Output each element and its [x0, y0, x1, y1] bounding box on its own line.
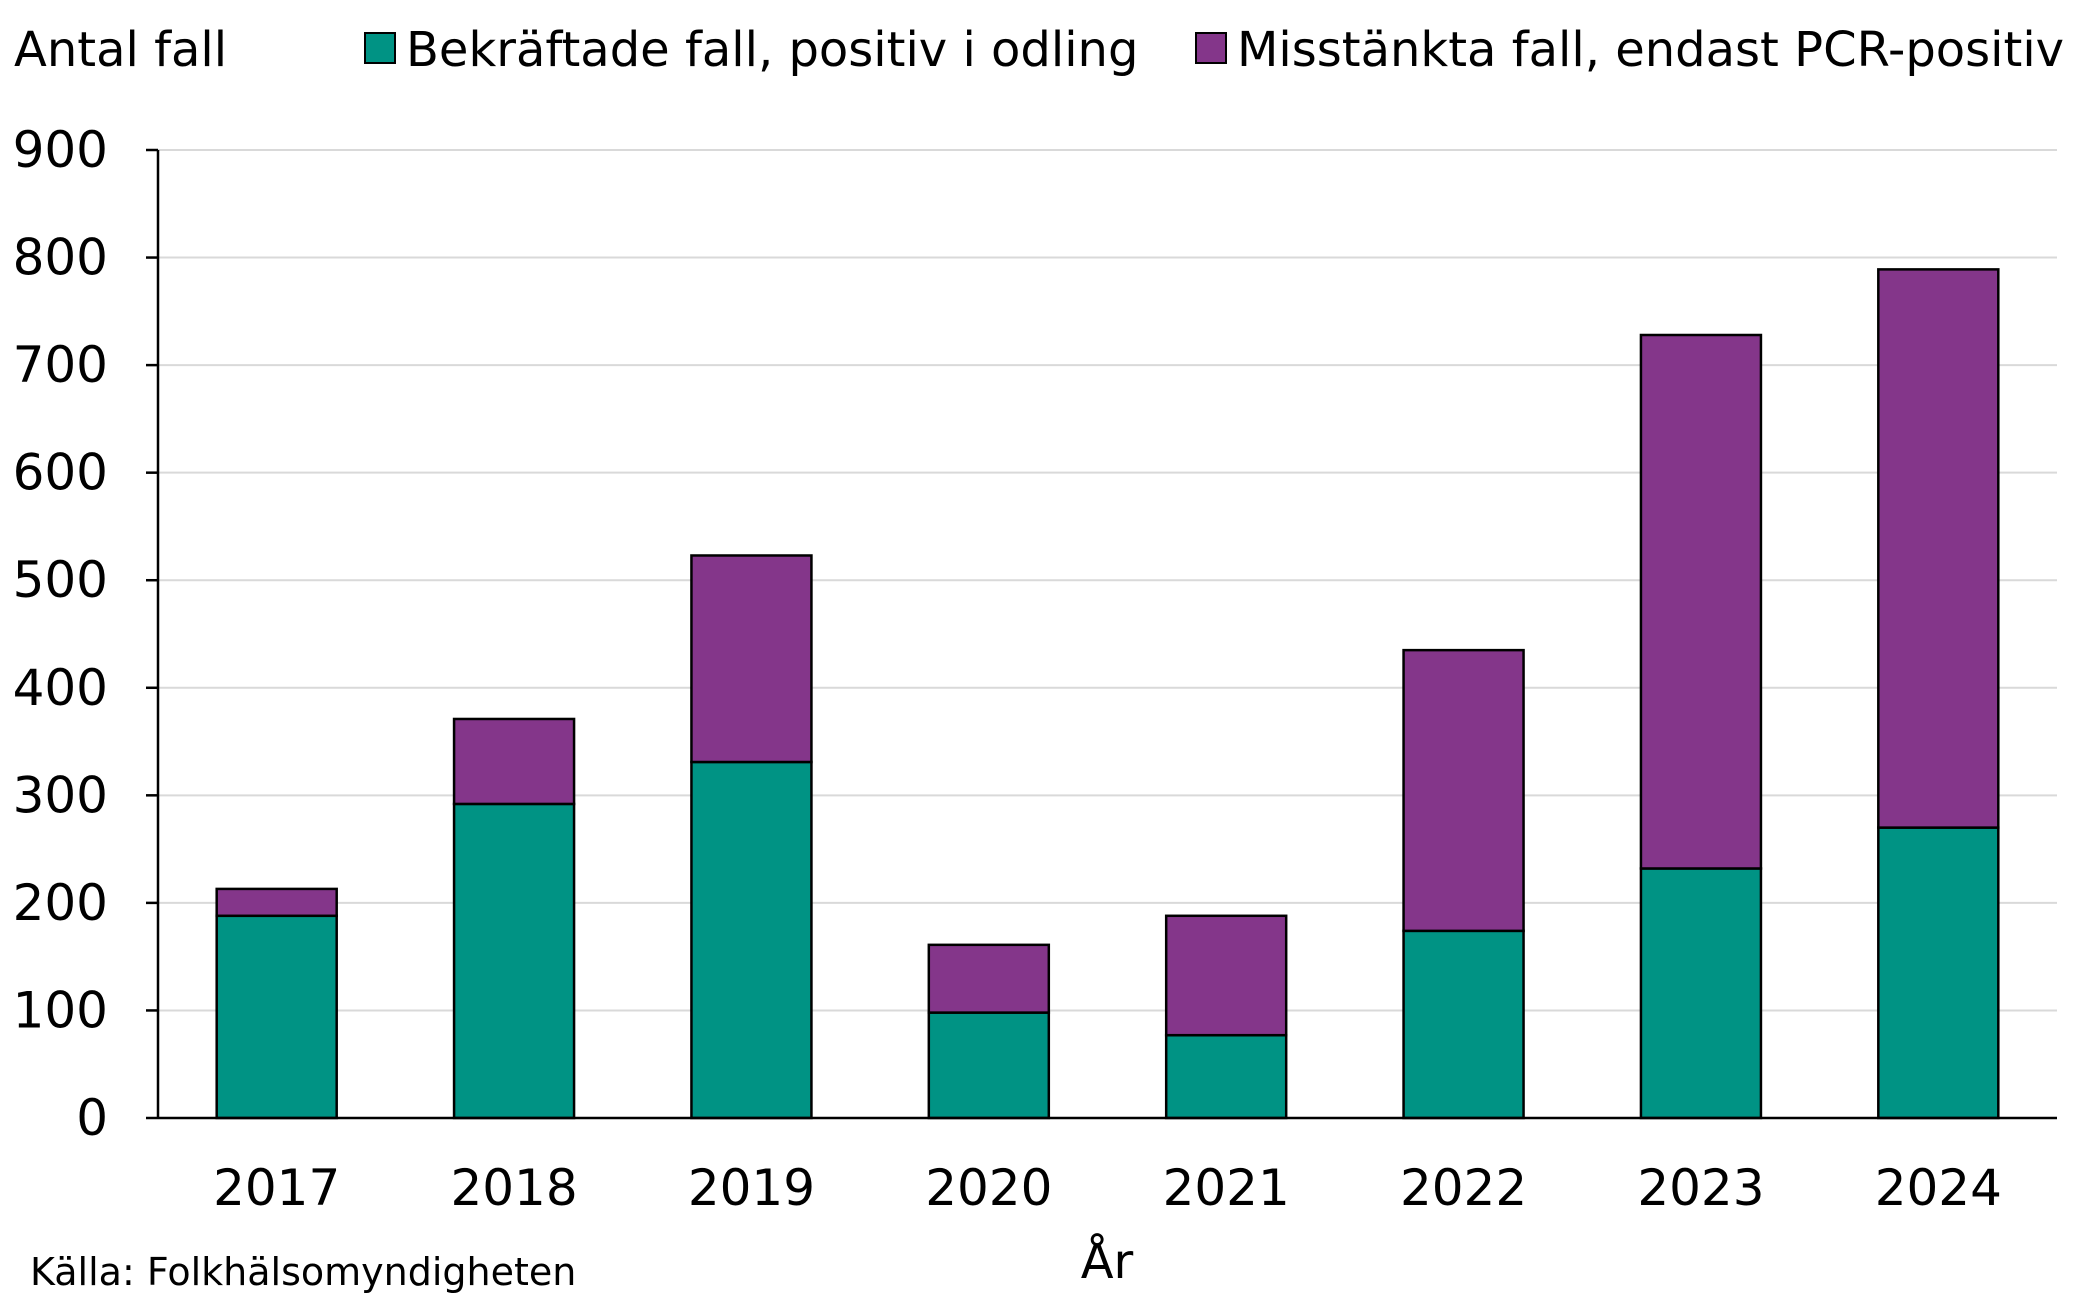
x-tick-label: 2018: [450, 1159, 577, 1217]
legend-label-confirmed: Bekräftade fall, positiv i odling: [406, 22, 1138, 78]
x-tick-label: 2021: [1163, 1159, 1290, 1217]
bar-confirmed-2020: [927, 1011, 1051, 1120]
x-tick-label: 2023: [1637, 1159, 1764, 1217]
bar-confirmed-2024: [1877, 826, 2000, 1120]
x-tick-label: 2024: [1875, 1159, 2002, 1217]
y-tick-label: 100: [13, 981, 108, 1039]
gridlines: [158, 149, 2057, 1012]
y-tick-label: 800: [13, 229, 108, 287]
y-tick-label: 300: [13, 766, 108, 824]
y-tick-label: 200: [13, 874, 108, 932]
x-tick-label: 2022: [1400, 1159, 1527, 1217]
y-tick-label: 600: [13, 444, 108, 502]
bar-suspected-2017: [215, 887, 338, 918]
bar-suspected-2018: [452, 717, 576, 806]
y-axis-title: Antal fall: [14, 22, 227, 78]
bar-confirmed-2023: [1639, 867, 1763, 1120]
bar-confirmed-2017: [215, 914, 338, 1120]
bar-suspected-2022: [1402, 648, 1525, 933]
x-axis-title: År: [1081, 1233, 1134, 1290]
axes: [146, 148, 2057, 1120]
bar-confirmed-2018: [452, 802, 576, 1120]
bar-suspected-2023: [1639, 333, 1763, 870]
bar-confirmed-2022: [1402, 929, 1525, 1120]
bar-confirmed-2019: [690, 760, 813, 1120]
bar-confirmed-2021: [1164, 1033, 1288, 1120]
legend: Bekräftade fall, positiv i odling Misstä…: [364, 22, 2064, 78]
x-tick-label: 2019: [688, 1159, 815, 1217]
y-tick-label: 500: [13, 551, 108, 609]
x-tick-label: 2020: [925, 1159, 1052, 1217]
y-tick-label: 400: [13, 659, 108, 717]
bar-suspected-2020: [927, 943, 1051, 1014]
bar-suspected-2021: [1164, 914, 1288, 1037]
bars: [215, 268, 2000, 1120]
y-tick-label: 700: [13, 336, 108, 394]
x-tick-labels: 2017 2018 2019 2020 2021 2022 2023 2024: [213, 1159, 2002, 1217]
source-note: Källa: Folkhälsomyndigheten: [30, 1250, 576, 1294]
y-tick-label: 0: [76, 1089, 108, 1147]
legend-label-suspected: Misstänkta fall, endast PCR-positiv: [1237, 22, 2064, 78]
x-tick-label: 2017: [213, 1159, 340, 1217]
bar-suspected-2019: [690, 554, 813, 764]
legend-swatch-confirmed: [364, 32, 396, 64]
bar-suspected-2024: [1877, 268, 2000, 829]
legend-swatch-suspected: [1195, 32, 1227, 64]
y-tick-labels: 0 100 200 300 400 500 600 700 800 900: [13, 121, 108, 1147]
y-tick-label: 900: [13, 121, 108, 179]
